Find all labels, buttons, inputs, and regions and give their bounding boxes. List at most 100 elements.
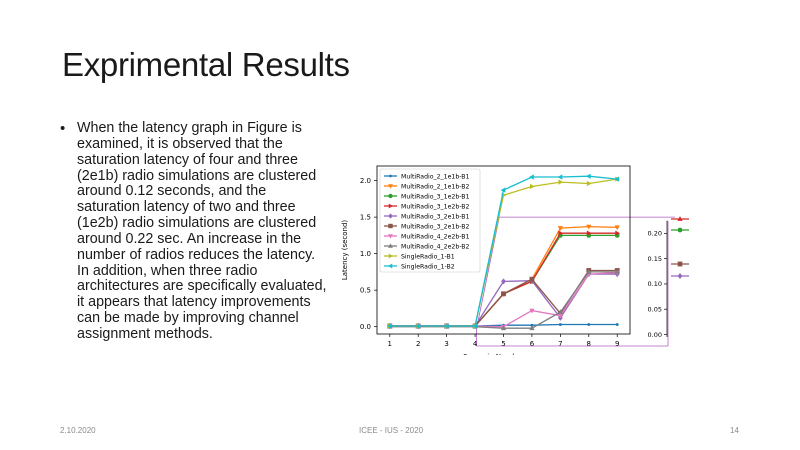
legend-marker [389, 174, 392, 178]
data-point [557, 174, 563, 180]
data-point [557, 226, 563, 231]
y-tick-label: 1.0 [360, 250, 371, 258]
series-singleradio-1-b2 [386, 173, 620, 329]
series-multiradio-4-2e2b-b2 [387, 269, 620, 331]
data-point [587, 323, 591, 326]
data-point [586, 230, 592, 236]
legend-marker [388, 193, 393, 199]
y-tick-label: 0.0 [360, 323, 371, 331]
x-tick-label: 7 [558, 340, 562, 348]
inset-y-tick-label: 0.00 [648, 331, 662, 339]
legend-item: SingleRadio_1-B1 [384, 253, 455, 260]
y-tick-label: 2.0 [360, 177, 371, 185]
x-tick-label: 3 [444, 340, 448, 348]
inset-y-tick-label: 0.10 [648, 280, 662, 288]
inset-legend-marker [677, 216, 683, 221]
data-point [530, 183, 535, 190]
main-plot: 0.0 0.5 1.0 1.5 2.0 1 2 3 4 5 6 7 8 9 Scenario Number L… [341, 165, 675, 355]
inset-y-tick-label: 0.15 [648, 255, 662, 263]
y-tick-label: 1.5 [360, 214, 371, 222]
data-point [585, 173, 591, 179]
inset-legend-item: MR_3_2e1b-B1 [671, 273, 689, 279]
legend-label: MultiRadio_3_1e2b-B2 [401, 203, 469, 210]
data-point [529, 308, 535, 314]
data-point [615, 230, 621, 236]
legend-item: MultiRadio_3_2e1b-B1 [384, 213, 469, 220]
data-point [530, 323, 534, 327]
inset-legend-marker [677, 273, 683, 279]
legend-label: SingleRadio_1-B1 [401, 253, 455, 260]
legend-item: SingleRadio_1-B2 [384, 263, 455, 270]
y-axis-label: Latency (second) [341, 220, 349, 281]
x-axis-label: Scenario Number [463, 353, 524, 355]
legend-label: SingleRadio_1-B2 [401, 263, 455, 270]
legend-label: MultiRadio_4_2e2b-B2 [401, 243, 469, 250]
legend-item: MultiRadio_3_1e2b-B2 [384, 203, 469, 210]
data-point [558, 230, 564, 236]
legend-label: MultiRadio_3_2e1b-B2 [401, 223, 469, 230]
legend-marker [388, 203, 394, 209]
data-point [415, 323, 421, 329]
data-point [529, 174, 534, 180]
legend: MultiRadio_2_1e1b-B1 MultiRadio_2_1e1b-B2… [379, 168, 481, 273]
inset-y-tick-label: 0.20 [648, 230, 662, 238]
x-tick-label: 8 [587, 340, 591, 348]
x-tick-label: 2 [416, 340, 420, 348]
legend-item: MultiRadio_4_2e2b-B1 [384, 233, 469, 240]
data-point [614, 269, 620, 274]
legend-label: MultiRadio_2_1e1b-B2 [401, 183, 469, 190]
x-tick-label: 1 [388, 340, 392, 348]
legend-label: MultiRadio_3_2e1b-B1 [401, 213, 469, 220]
y-tick-label: 0.5 [360, 287, 371, 295]
data-point [501, 291, 506, 297]
legend-label: MultiRadio_2_1e1b-B1 [401, 173, 469, 180]
legend-item: MultiRadio_2_1e1b-B2 [384, 183, 469, 190]
data-point [558, 179, 564, 185]
inset-plot: 0.00 0.05 0.10 0.15 0.20 MR_3_1e2b-B2 MR_3_1e2… [648, 216, 689, 339]
legend-marker [388, 184, 393, 189]
footer-page-number: 14 [730, 426, 739, 435]
inset-legend-marker [677, 227, 683, 233]
data-point [557, 309, 563, 315]
inset-legend-item: MR_3_1e2b-B1 [671, 227, 689, 233]
data-point [614, 225, 620, 231]
legend-marker [388, 234, 393, 239]
data-point [558, 323, 562, 326]
bullet-marker: • [60, 120, 66, 137]
data-point [586, 269, 592, 274]
legend-item: MultiRadio_2_1e1b-B1 [384, 173, 469, 180]
footer-date: 2.10.2020 [60, 426, 96, 435]
data-point [472, 323, 477, 329]
latency-chart: 0.0 0.5 1.0 1.5 2.0 1 2 3 4 5 6 7 8 9 Scenario Number L… [341, 165, 689, 355]
bullet-text: When the latency graph in Figure is exam… [77, 120, 327, 342]
data-point [557, 313, 563, 319]
data-point [529, 325, 535, 331]
inset-legend-item: MR_3_1e2b-B2 [671, 216, 689, 221]
data-point [529, 276, 535, 282]
data-point [443, 323, 449, 329]
inset-legend-marker [677, 261, 683, 267]
footer-conference: ICEE - IUS - 2020 [359, 426, 424, 435]
legend-box [379, 168, 481, 273]
x-tick-label: 6 [530, 340, 535, 348]
inset-y-tick-label: 0.05 [648, 306, 662, 314]
x-tick-label: 4 [473, 340, 478, 348]
data-point [614, 176, 620, 182]
data-point [500, 187, 506, 193]
zoom-connector-line [476, 217, 500, 329]
legend-label: MultiRadio_4_2e2b-B1 [401, 233, 469, 240]
data-point [586, 224, 592, 230]
legend-marker [388, 223, 393, 229]
legend-marker [388, 243, 393, 248]
x-tick-label: 5 [501, 340, 505, 348]
legend-item: MultiRadio_3_2e1b-B2 [384, 223, 469, 230]
x-tick-label: 9 [615, 340, 619, 348]
legend-marker [388, 253, 394, 259]
legend-item: MultiRadio_3_1e2b-B1 [384, 193, 469, 200]
inset-legend-item: MR_3_2e1b-B2 [671, 261, 689, 267]
data-point [586, 180, 592, 187]
legend-label: MultiRadio_3_1e2b-B1 [401, 193, 469, 200]
legend-marker [387, 263, 393, 269]
data-point [386, 323, 392, 329]
data-point [615, 323, 619, 326]
